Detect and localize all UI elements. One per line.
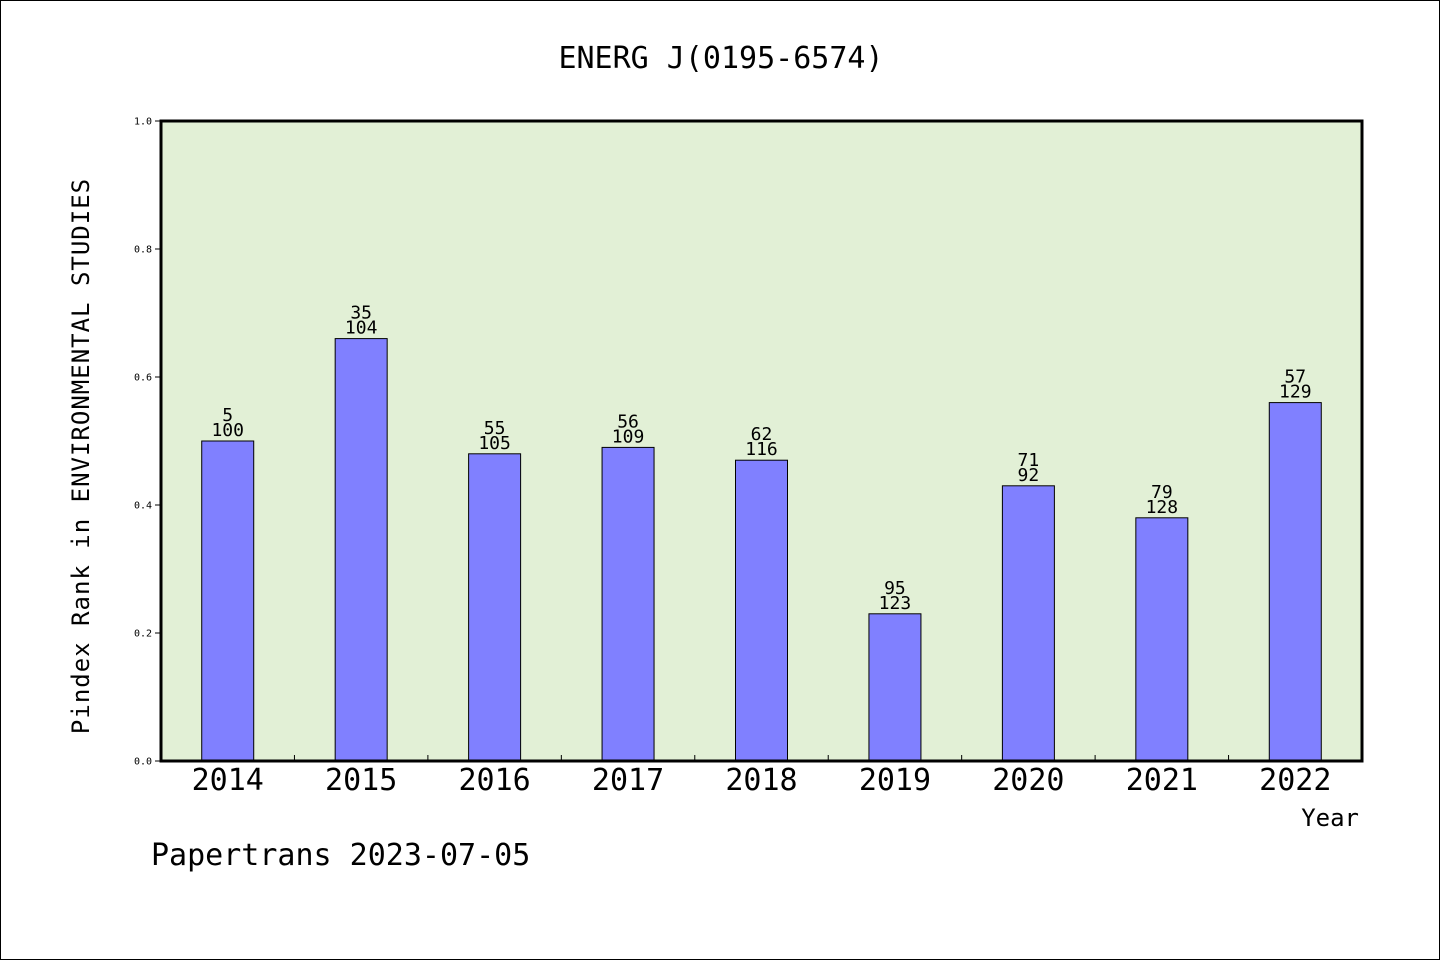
y-tick-label: 0.2 [134, 629, 152, 640]
bar-2016 [468, 453, 522, 762]
y-tick-label: 0.6 [134, 373, 152, 384]
x-axis-ticks: 2014 2015 2016 2017 2018 2019 2020 2021 2022 [192, 755, 1331, 798]
bar-total-label-2022: 129 [1279, 382, 1312, 403]
bar-total-label-2019: 123 [879, 593, 912, 614]
y-tick-label: 0.8 [134, 245, 152, 256]
footer-credit: Papertrans 2023-07-05 [151, 838, 530, 873]
bar-rank-label-2015: 35 [350, 303, 372, 324]
bar-rank-label-2022: 57 [1284, 367, 1306, 388]
y-axis-ticks: 0.0 0.2 0.4 0.6 0.8 1.0 [134, 117, 161, 768]
bar-total-label-2018: 116 [745, 439, 778, 460]
bar-rank-label-2019: 95 [884, 578, 906, 599]
y-tick-label: 0.0 [134, 757, 152, 768]
bar-2014 [201, 440, 255, 762]
bar-total-label-2020: 92 [1018, 465, 1040, 486]
bar-rank-label-2020: 71 [1018, 450, 1040, 471]
bar-total-label-2016: 105 [478, 433, 511, 454]
bar-rank-label-2017: 56 [617, 411, 639, 432]
y-tick-label: 0.4 [134, 501, 152, 512]
x-tick-label-2015: 2015 [325, 763, 397, 798]
bar-total-label-2021: 128 [1146, 497, 1179, 518]
bar-total-label-2014: 100 [211, 420, 244, 441]
x-tick-label-2022: 2022 [1259, 763, 1331, 798]
x-tick-label-2018: 2018 [725, 763, 797, 798]
y-axis-label: Pindex Rank in ENVIRONMENTAL STUDIES [67, 178, 95, 734]
x-tick-label-2021: 2021 [1126, 763, 1198, 798]
bar-rank-label-2018: 62 [751, 424, 773, 445]
bar-2021 [1135, 517, 1189, 762]
bar-rank-label-2016: 55 [484, 418, 506, 439]
bar-2022 [1268, 402, 1322, 762]
bar-rank-label-2014: 5 [222, 405, 233, 426]
bar-2018 [735, 459, 788, 762]
bar-2019 [868, 613, 922, 762]
plot-border [159, 119, 1364, 763]
x-tick-label-2014: 2014 [192, 763, 264, 798]
x-tick-label-2016: 2016 [458, 763, 530, 798]
x-tick-label-2020: 2020 [992, 763, 1064, 798]
x-tick-label-2019: 2019 [859, 763, 931, 798]
bar-2017 [601, 446, 655, 762]
x-axis-label: Year [1301, 804, 1359, 832]
bar-total-label-2015: 104 [345, 318, 378, 339]
x-tick-label-2017: 2017 [592, 763, 664, 798]
bar-2020 [1001, 485, 1055, 762]
chart-title: ENERG J(0195-6574) [558, 41, 883, 76]
y-tick-label: 1.0 [134, 117, 152, 128]
bar-rank-label-2021: 79 [1151, 482, 1173, 503]
bar-2015 [334, 338, 388, 762]
bar-total-label-2017: 109 [612, 426, 645, 447]
